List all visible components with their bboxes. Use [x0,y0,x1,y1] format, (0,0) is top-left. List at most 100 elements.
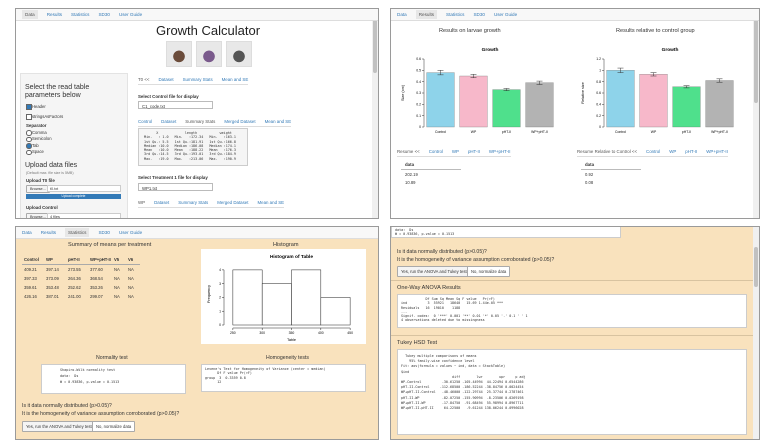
nav-tab[interactable]: Statistics [71,12,90,17]
table-rule [401,169,461,170]
tab[interactable]: Summary Stats [182,77,213,82]
table-header: pHT-II [68,257,80,262]
table-cell: 273.55 [68,267,81,272]
nav-tab[interactable]: User Guide [118,230,143,235]
radio[interactable] [26,130,32,136]
bar [606,70,635,128]
section-title: One-Way ANOVA Results [397,285,461,291]
code-line: Fit: aov(formula = values ~ ind, data = … [401,364,506,369]
nav-tab[interactable]: SD30 [473,12,485,17]
tab-bar: Resume << Control WP pHT-II WP+pHT-II [397,149,511,157]
nav-tab[interactable]: Statistics [446,12,465,17]
divider [391,335,753,336]
y-tick-label: 0.8 [596,80,601,84]
nav-tab[interactable]: Results [415,10,438,19]
yes-button[interactable]: Yes, run the ANOVA and Tukey tests [397,266,473,277]
tab[interactable]: Dataset [154,200,170,205]
no-button[interactable]: No, normalize data [467,266,511,277]
table-cell: 359.61 [24,285,37,290]
tab[interactable]: Resume << [397,149,420,154]
chart: Growth Size (cm) 0 0.1 0.2 0.3 0.4 0.5 0.6 Contro… [401,47,554,134]
y-tick-label: 0.4 [596,103,601,107]
checkbox[interactable] [26,114,32,120]
option-label: Tab [32,142,39,148]
tab[interactable]: Dataset [161,119,177,124]
tab[interactable]: Control [646,149,661,154]
scrollbar[interactable] [753,227,759,439]
tab[interactable]: Merged Dataset [217,200,249,205]
nav-tab[interactable]: SD30 [98,230,110,235]
y-axis-label: Frequency [207,285,211,303]
nav-tab[interactable]: Results [46,12,63,17]
tab[interactable]: Summary Stats [178,200,209,205]
x-tick-label: pHT-II [502,130,511,134]
tab[interactable]: WP+pHT-II [488,149,511,154]
y-tick-label: 0.2 [416,103,421,107]
tab[interactable]: Mean and SE [221,77,249,82]
x-tick-label: pHT-II [682,130,691,134]
section-title: Histogram [273,242,299,248]
tab[interactable]: WP [138,200,146,205]
checkbox[interactable] [26,104,32,110]
tab[interactable]: T0 << [138,77,150,82]
tab[interactable]: Control [138,119,153,124]
radio[interactable] [26,149,32,155]
tab[interactable]: Dataset [158,77,174,82]
code-line: Residuals 16 19010 1188 [401,305,504,310]
tab[interactable]: Mean and SE [264,119,292,124]
tab[interactable]: Summary Stats [185,119,216,124]
logo-image [196,41,222,67]
scrollbar[interactable] [372,9,378,218]
nav-tab[interactable]: Statistics [65,228,90,237]
nav-tab[interactable]: User Guide [118,12,143,17]
option-label: stringsAsFactors [32,113,64,119]
y-axis-label: Size (cm) [401,84,405,101]
tab[interactable]: Control [428,149,443,154]
code-line: 95% family-wise confidence level [401,359,475,364]
x-tick-label: 350 [289,331,295,335]
table-cell: 353.48 [46,285,59,290]
bar [525,82,554,128]
x-tick-label: WP [651,130,657,134]
tab[interactable]: Resume Relative to Control << [577,149,638,154]
select[interactable]: C1_code.txt [138,101,213,109]
y-tick-label: 4 [219,268,221,272]
nav-tab[interactable]: SD30 [98,12,110,17]
code-line: $ind [401,369,410,374]
nav-tab[interactable]: Data [22,230,32,235]
select[interactable]: WP1.txt [138,183,213,191]
question: Is it data normally distributed (p>0.05)… [397,249,487,255]
field-label: Upload Control [26,205,58,210]
scrollbar[interactable] [753,9,759,218]
tab[interactable]: WP [669,149,677,154]
table-cell: NA [114,294,120,299]
table-cell: 397.33 [24,276,37,281]
error-bar [503,88,510,91]
nav-tab[interactable]: User Guide [493,12,518,17]
no-button[interactable]: No, normalize data [92,421,136,432]
question: It is the homogeneity of variance assump… [22,411,180,417]
nav-tab[interactable]: Data [22,10,38,19]
yes-button[interactable]: Yes, run the ANOVA and Tukey tests [22,421,98,432]
error-bar [536,80,543,85]
tab[interactable]: pHT-II [467,149,480,154]
section-title: Results on larvae growth [439,28,501,34]
y-tick-label: 0.6 [596,91,601,95]
x-tick-label: Control [435,130,446,134]
code-output: X length weight Min. : 1.0 Min. :172.34 … [138,128,248,166]
table-cell: 373.09 [46,276,59,281]
radio[interactable] [26,136,32,142]
tab[interactable]: WP+pHT-II [706,149,728,154]
tab[interactable]: pHT-II [685,149,698,154]
x-tick-label: 300 [259,331,265,335]
code-line: W = 0.93836, p-value = 0.1513 [60,380,120,384]
radio[interactable] [26,143,32,149]
tab-bar: Resume Relative to Control << Control WP pH… [577,149,728,157]
nav-tab[interactable]: Results [40,230,57,235]
tab[interactable]: Mean and SE [257,200,285,205]
tab[interactable]: Merged Dataset [224,119,256,124]
bar [426,72,455,128]
question: Is it data normally distributed (p>0.05)… [22,403,112,409]
nav-tab[interactable]: Data [397,12,407,17]
tab[interactable]: WP [451,149,459,154]
